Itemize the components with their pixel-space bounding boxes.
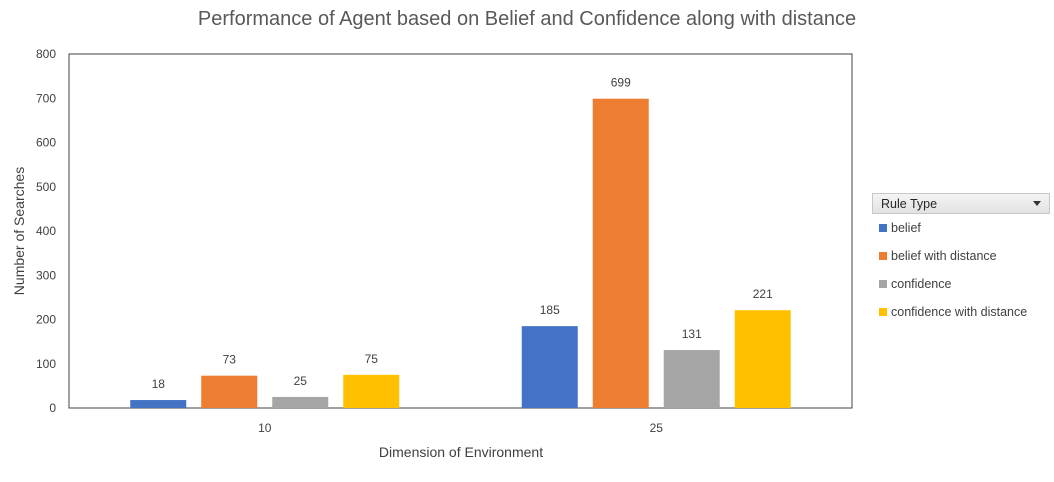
x-axis-ticks: 10 25 [258, 421, 663, 435]
y-tick-label: 400 [36, 224, 56, 238]
y-tick-label: 500 [36, 180, 56, 194]
bar[interactable] [592, 98, 649, 408]
bar[interactable] [734, 310, 791, 408]
data-label: 131 [682, 327, 702, 341]
data-label: 185 [540, 303, 560, 317]
bar[interactable] [130, 400, 187, 408]
legend-title: Rule Type [881, 196, 938, 211]
bar[interactable] [272, 396, 329, 408]
legend-item-label: confidence [891, 277, 952, 291]
legend-item[interactable]: confidence [872, 270, 1050, 298]
data-label: 18 [152, 377, 166, 391]
legend-swatch [879, 252, 887, 260]
data-label: 75 [365, 352, 379, 366]
data-label: 73 [223, 353, 237, 367]
x-tick-label: 25 [650, 421, 664, 435]
y-tick-label: 200 [36, 313, 56, 327]
y-tick-label: 0 [49, 401, 56, 415]
data-label: 221 [753, 287, 773, 301]
data-label: 699 [611, 76, 631, 90]
y-tick-label: 100 [36, 357, 56, 371]
y-tick-label: 800 [36, 47, 56, 61]
bar[interactable] [663, 350, 720, 408]
data-label: 25 [294, 374, 308, 388]
legend-filter-dropdown[interactable]: Rule Type [872, 193, 1050, 214]
x-axis-label: Dimension of Environment [379, 444, 543, 460]
legend-item[interactable]: belief with distance [872, 242, 1050, 270]
legend-swatch [879, 308, 887, 316]
y-tick-label: 600 [36, 136, 56, 150]
legend-swatch [879, 224, 887, 232]
legend-item-label: belief [891, 221, 921, 235]
legend-item-label: confidence with distance [891, 305, 1028, 319]
legend-item[interactable]: confidence with distance [872, 298, 1050, 326]
bar[interactable] [343, 374, 400, 408]
y-tick-label: 300 [36, 268, 56, 282]
x-tick-label: 10 [258, 421, 272, 435]
y-axis-ticks: 0 100 200 300 400 500 600 700 800 [36, 47, 56, 415]
legend: Rule Type belief belief with distance conf… [872, 193, 1050, 326]
chart-title: Performance of Agent based on Belief and… [197, 8, 857, 30]
bars: 18 73 25 75 185 699 131 221 [130, 76, 791, 408]
bar[interactable] [521, 326, 578, 408]
bar[interactable] [201, 375, 258, 408]
y-axis-label: Number of Searches [11, 167, 27, 295]
legend-item-label: belief with distance [891, 249, 997, 263]
y-tick-label: 700 [36, 91, 56, 105]
plot-area-frame [68, 53, 853, 409]
legend-item[interactable]: belief [872, 214, 1050, 242]
dropdown-arrow-icon[interactable] [1033, 201, 1041, 206]
legend-swatch [879, 280, 887, 288]
